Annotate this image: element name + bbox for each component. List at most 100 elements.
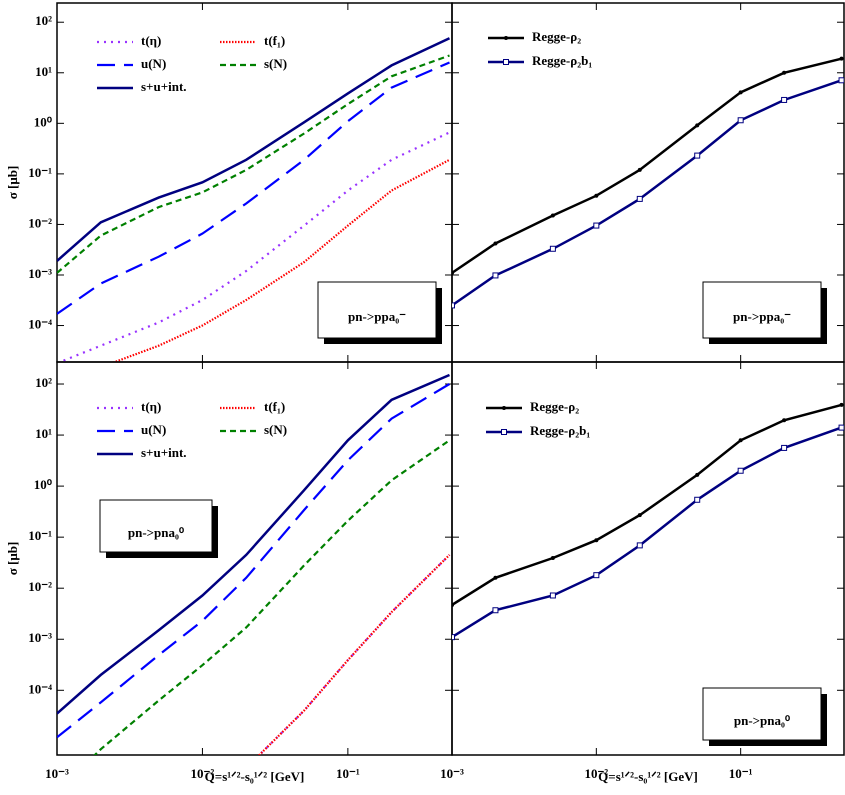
x-tick-label: 10⁻¹	[336, 766, 360, 781]
y-tick-label: 10⁰	[34, 114, 53, 129]
series-line	[111, 158, 451, 362]
annotation: pn->ppa₀⁻	[733, 309, 791, 324]
legend-label: Regge-ρ₂b₁	[530, 423, 590, 438]
series-line	[257, 554, 451, 755]
y-tick-label: 10⁻⁴	[28, 681, 52, 696]
plot-area	[57, 37, 451, 362]
y-tick-label: 10²	[35, 375, 52, 390]
x-tick-label: 10⁻³	[45, 766, 69, 781]
marker	[695, 472, 700, 477]
series-line	[57, 383, 451, 739]
marker	[737, 467, 744, 474]
legend-label: t(f₁)	[264, 33, 285, 48]
x-tick-label: 10⁻³	[440, 766, 464, 781]
plot-area	[452, 56, 844, 309]
plot-area	[452, 402, 844, 641]
annotation-box	[702, 687, 822, 741]
marker	[594, 538, 599, 543]
marker	[781, 96, 788, 103]
x-tick-label: 10⁻²	[191, 766, 215, 781]
panel: Regge-ρ₂ Regge-ρ₂b₁ pn->ppa₀⁻	[451, 2, 845, 363]
series-line	[57, 61, 450, 315]
y-tick-label: 10⁻¹	[28, 528, 52, 543]
marker	[452, 270, 454, 275]
annotation: pn->pna₀⁰	[734, 713, 791, 728]
series-line	[452, 403, 842, 606]
marker	[549, 245, 556, 252]
y-tick-label: 10¹	[35, 426, 52, 441]
y-axis-label: σ [μb]	[5, 166, 20, 200]
series-line	[57, 37, 451, 262]
legend-label: t(η)	[141, 399, 161, 414]
marker	[594, 193, 599, 198]
legend-label: s+u+int.	[141, 445, 187, 460]
marker	[493, 575, 498, 580]
series-line	[452, 426, 842, 639]
y-tick-label: 10⁻¹	[28, 165, 52, 180]
annotation-box	[702, 281, 822, 339]
x-axis-label: Q=s¹ᐟ²-s₀¹ᐟ² [GeV]	[205, 769, 305, 784]
marker	[694, 152, 701, 159]
legend-label: s(N)	[264, 56, 287, 71]
legend-label: s+u+int.	[141, 79, 187, 94]
marker	[694, 496, 701, 503]
marker	[782, 70, 787, 75]
marker	[593, 222, 600, 229]
y-tick-label: 10⁻²	[28, 579, 52, 594]
annotation-box	[317, 281, 437, 339]
marker	[737, 117, 744, 124]
marker	[593, 572, 600, 579]
series-line	[452, 57, 842, 274]
legend-label: Regge-ρ₂	[532, 29, 581, 44]
panel: 10⁻³ 10⁻² 10⁻¹ 10⁻⁴ 10⁻³ 10⁻² 10⁻¹ 10⁰ 10¹ 10² σ […	[5, 361, 453, 784]
legend-label: t(f₁)	[264, 399, 285, 414]
annotation: pn->ppa₀⁻	[348, 309, 406, 324]
marker	[781, 444, 788, 451]
plot-frame	[451, 361, 845, 756]
legend-marker	[502, 406, 506, 410]
marker	[452, 634, 455, 641]
marker	[738, 90, 743, 95]
panel: 10⁻³ 10⁻² 10⁻¹ Q=s¹ᐟ²-s₀¹ᐟ² [GeV] Regge-ρ₂ Re…	[440, 361, 845, 784]
marker	[782, 418, 787, 423]
y-tick-label: 10²	[35, 13, 52, 28]
y-tick-label: 10¹	[35, 64, 52, 79]
x-axis-label: Q=s¹ᐟ²-s₀¹ᐟ² [GeV]	[598, 769, 698, 784]
series-line	[57, 131, 450, 362]
series-line	[57, 54, 450, 274]
x-tick-label: 10⁻¹	[729, 766, 753, 781]
legend-label: u(N)	[141, 56, 166, 71]
marker	[452, 602, 454, 607]
marker	[493, 241, 498, 246]
legend-marker	[504, 36, 508, 40]
marker	[838, 77, 844, 84]
legend-label: Regge-ρ₂	[530, 399, 579, 414]
marker	[636, 195, 643, 202]
legend-marker	[501, 429, 507, 435]
legend-label: Regge-ρ₂b₁	[532, 53, 592, 68]
plot-frame	[56, 361, 453, 756]
y-tick-label: 10⁰	[34, 477, 53, 492]
marker	[492, 607, 499, 614]
panel: 10⁻⁴ 10⁻³ 10⁻² 10⁻¹ 10⁰ 10¹ 10² σ [μb] t(η) t(f₁)…	[5, 2, 453, 363]
marker	[695, 123, 700, 128]
y-tick-label: 10⁻³	[28, 266, 52, 281]
series-line	[57, 373, 450, 715]
legend-label: s(N)	[264, 422, 287, 437]
annotation-box	[99, 499, 213, 553]
marker	[492, 272, 499, 279]
legend-label: t(η)	[141, 33, 161, 48]
marker	[637, 167, 642, 172]
y-tick-label: 10⁻²	[28, 215, 52, 230]
marker	[838, 424, 844, 431]
marker	[550, 556, 555, 561]
marker	[550, 213, 555, 218]
marker	[839, 402, 844, 407]
y-tick-label: 10⁻³	[28, 630, 52, 645]
marker	[637, 513, 642, 518]
legend-label: u(N)	[141, 422, 166, 437]
marker	[738, 438, 743, 443]
annotation: pn->pna₀⁰	[128, 525, 185, 540]
marker	[452, 302, 455, 309]
